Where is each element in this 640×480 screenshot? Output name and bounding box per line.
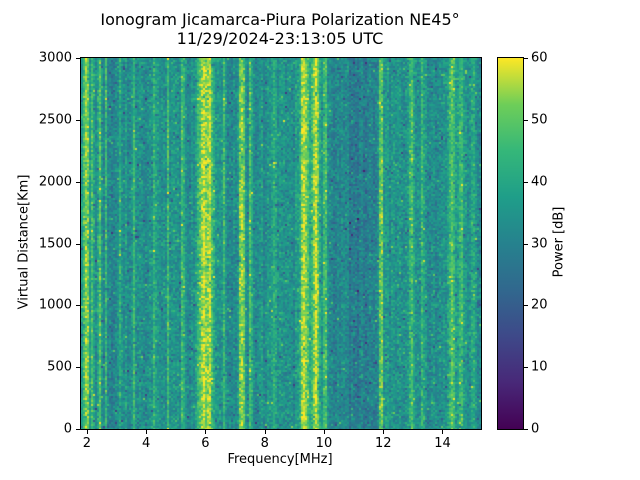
x-tick-label: 8 [260,436,269,451]
x-tick-mark [323,430,325,434]
y-tick-label: 2500 [38,112,72,128]
chart-title-block: Ionogram Jicamarca-Piura Polarization NE… [80,10,480,48]
colorbar-tick-label: 10 [531,359,548,375]
ionogram-heatmap [81,58,481,429]
colorbar [497,57,524,430]
x-tick-label: 12 [374,436,392,451]
x-tick-label: 6 [201,436,210,451]
colorbar-tick-mark [524,367,528,369]
x-tick-mark [86,430,88,434]
colorbar-label: Power [dB] [551,206,567,278]
y-tick-mark [76,367,80,369]
x-tick-mark [383,430,385,434]
colorbar-tick-label: 50 [531,112,548,128]
y-tick-label: 500 [47,359,72,375]
y-tick-label: 1000 [38,297,72,313]
y-tick-label: 2000 [38,174,72,190]
x-axis-label: Frequency[MHz] [227,452,333,467]
colorbar-tick-mark [524,181,528,183]
plot-area [80,57,482,430]
x-tick-mark [264,430,266,434]
colorbar-tick-label: 40 [531,174,548,190]
y-tick-mark [76,181,80,183]
colorbar-tick-label: 0 [531,421,540,437]
colorbar-tick-label: 30 [531,236,548,251]
x-tick-label: 4 [142,436,151,451]
x-tick-label: 2 [82,436,92,451]
x-tick-mark [205,430,207,434]
chart-title: Ionogram Jicamarca-Piura Polarization NE… [100,10,460,29]
y-tick-mark [76,305,80,307]
colorbar-tick-mark [524,119,528,121]
x-tick-mark [442,430,444,434]
y-tick-mark [76,243,80,245]
colorbar-tick-mark [524,243,528,245]
colorbar-tick-mark [524,305,528,307]
y-axis-label: Virtual Distance[Km] [16,174,32,310]
y-tick-mark [76,58,80,59]
y-tick-mark [76,119,80,121]
chart-subtitle: 11/29/2024-23:13:05 UTC [176,29,384,48]
y-tick-mark [76,429,80,430]
y-tick-label: 0 [63,421,72,437]
x-tick-label: 14 [434,436,451,451]
colorbar-tick-mark [524,429,528,430]
x-tick-label: 10 [315,436,333,451]
x-tick-mark [146,430,148,434]
colorbar-tick-label: 20 [531,297,548,313]
y-tick-label: 1500 [38,236,72,251]
colorbar-tick-label: 60 [531,50,548,66]
colorbar-tick-mark [524,58,528,59]
y-tick-label: 3000 [38,50,72,66]
colorbar-gradient [498,58,523,429]
